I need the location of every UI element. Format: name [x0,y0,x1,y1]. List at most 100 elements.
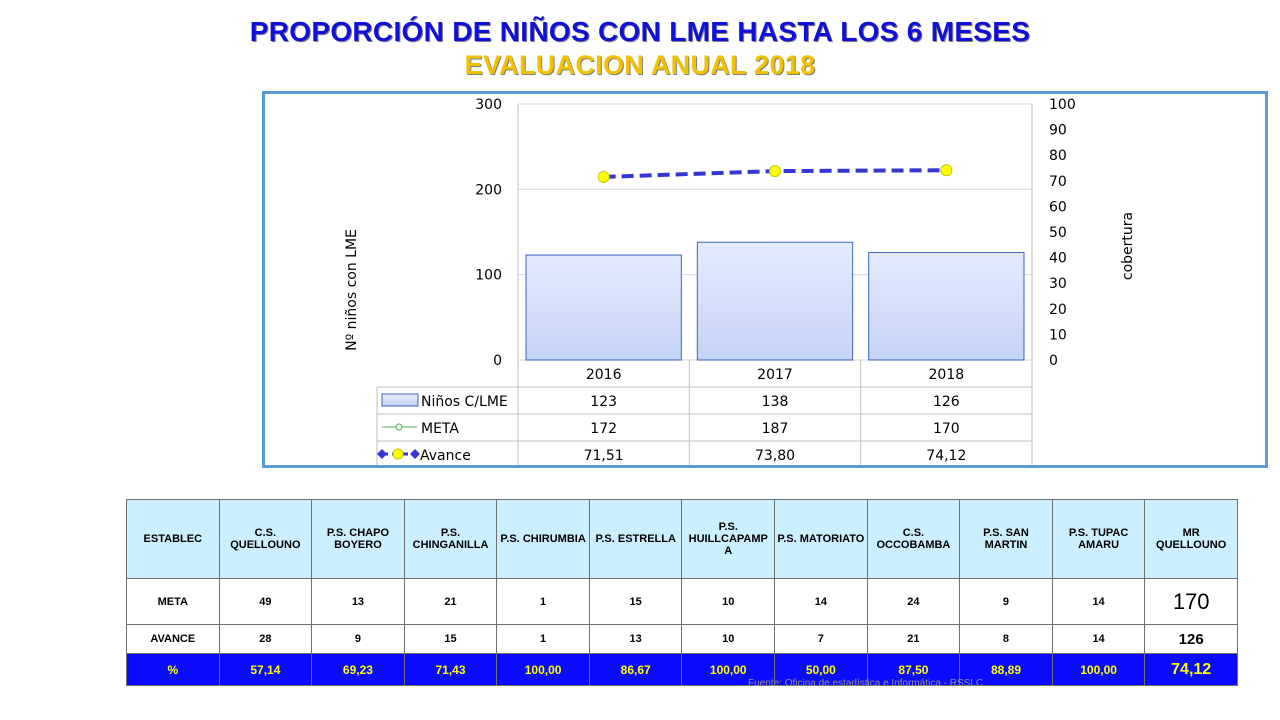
legend-key-ninos [381,393,419,407]
avance-point-2018 [940,164,953,177]
table-cell: 100,00 [681,653,776,686]
page-subtitle: EVALUACION ANUAL 2018 [464,50,816,80]
data-table-value: 187 [762,421,789,437]
data-table-value: 126 [933,394,960,410]
table-header-cell: P.S. CHAPO BOYERO [311,499,405,579]
data-table-value: 74,12 [926,448,966,464]
table-header-cell: P.S. MATORIATO [774,499,868,579]
x-axis-category-label: 2016 [586,367,622,383]
page-title: PROPORCIÓN DE NIÑOS CON LME HASTA LOS 6 … [249,16,1031,47]
table-cell: 13 [311,578,405,625]
y2-axis-tick-label: 100 [1049,97,1076,113]
table-cell: 14 [1051,578,1146,625]
table-cell: 50,00 [774,653,868,686]
legend-key-avance-diamond [410,449,420,459]
y2-axis-tick-label: 40 [1049,251,1067,267]
y-axis-tick-label: 300 [475,97,502,113]
table-row-meta: META 49 13 21 1 15 10 14 24 9 14 170 [126,578,1238,625]
y-axis-tick-label: 200 [475,182,502,198]
data-table-value: 172 [590,421,617,437]
y2-axis-tick-label: 50 [1049,225,1067,241]
legend-key-avance-marker [392,448,404,460]
table-cell: 100,00 [496,653,590,686]
source-note: Fuente: Oficina de estadística e Informá… [748,678,984,689]
table-header-cell: P.S. HUILLCAPAMP A [681,499,776,579]
table-cell: 7 [774,624,868,654]
table-cell: 88,89 [959,653,1053,686]
y2-axis-tick-label: 10 [1049,327,1067,343]
table-cell: 170 [1144,578,1238,625]
table-cell: 15 [588,578,683,625]
table-cell: 13 [588,624,683,654]
table-header-cell: P.S. CHINGANILLA [403,499,498,579]
table-cell: 21 [403,578,498,625]
y-axis-tick-label: 0 [493,353,502,369]
x-axis-category-label: 2018 [929,367,965,383]
table-header-cell: P.S. CHIRUMBIA [496,499,590,579]
table-cell: 10 [681,624,776,654]
y2-axis-tick-label: 90 [1049,123,1067,139]
y2-axis-title: cobertura [1120,212,1136,280]
table-cell: 24 [866,578,961,625]
combo-chart: 0 100 200 300 0 10 20 30 40 50 60 70 80 90 100 Nº niños… [344,97,1136,465]
table-cell: 9 [959,578,1053,625]
table-header-cell: C.S. OCCOBAMBA [866,499,961,579]
table-cell: 21 [866,624,961,654]
table-cell: 100,00 [1051,653,1146,686]
table-cell: 49 [218,578,313,625]
y2-axis-tick-label: 70 [1049,174,1067,190]
x-axis-category-label: 2017 [757,367,793,383]
establishment-table: ESTABLEC C.S. QUELLOUNO P.S. CHAPO BOYERO P… [126,499,1238,686]
table-cell: 69,23 [311,653,405,686]
table-cell: 28 [218,624,313,654]
table-cell: 8 [959,624,1053,654]
table-cell: 15 [403,624,498,654]
table-cell: 71,43 [403,653,498,686]
table-row-avance: AVANCE 28 9 15 1 13 10 7 21 8 14 126 [126,624,1238,654]
table-header-cell: MR QUELLOUNO [1144,499,1238,579]
table-row-label: % [126,653,220,686]
y-axis-tick-label: 100 [475,268,502,284]
table-cell: 86,67 [588,653,683,686]
avance-point-2016 [597,170,610,183]
table-cell: 10 [681,578,776,625]
legend-key-meta-marker [395,423,403,431]
y-axis-title: Nº niños con LME [344,229,360,351]
y2-axis-tick-label: 80 [1049,148,1067,164]
table-row-label: META [126,578,220,625]
table-header-cell: C.S. QUELLOUNO [218,499,313,579]
table-cell: 87,50 [866,653,961,686]
data-table-value: 123 [590,394,617,410]
data-table-value: 170 [933,421,960,437]
legend-label: Niños C/LME [421,394,508,410]
bar-2016 [525,254,682,361]
data-table-value: 138 [762,394,789,410]
table-header-cell: P.S. TUPAC AMARU [1051,499,1146,579]
table-header-cell: ESTABLEC [126,499,220,579]
data-table-value: 73,80 [755,448,795,464]
data-table-value: 71,51 [584,448,624,464]
table-header-cell: P.S. SAN MARTIN [959,499,1053,579]
table-cell: 14 [1051,624,1146,654]
y2-axis-tick-label: 20 [1049,302,1067,318]
y2-axis-tick-label: 0 [1049,353,1058,369]
table-cell: 1 [496,578,590,625]
table-cell: 9 [311,624,405,654]
table-cell: 1 [496,624,590,654]
y2-axis-tick-label: 30 [1049,276,1067,292]
table-header-row: ESTABLEC C.S. QUELLOUNO P.S. CHAPO BOYERO P… [126,499,1238,579]
bar-2018 [868,251,1025,361]
table-cell: 126 [1144,624,1238,654]
table-cell: 14 [774,578,868,625]
table-cell: 57,14 [218,653,313,686]
legend-label: Avance [420,448,471,464]
legend-label: META [421,421,459,437]
table-header-cell: P.S. ESTRELLA [588,499,683,579]
table-cell: 74,12 [1144,653,1238,686]
bar-2017 [696,241,854,361]
y2-axis-tick-label: 60 [1049,199,1067,215]
table-row-label: AVANCE [126,624,220,654]
legend-key-avance-diamond [377,449,387,459]
table-row-percent: % 57,14 69,23 71,43 100,00 86,67 100,00 50,00 87… [126,653,1238,686]
avance-point-2017 [769,165,781,178]
